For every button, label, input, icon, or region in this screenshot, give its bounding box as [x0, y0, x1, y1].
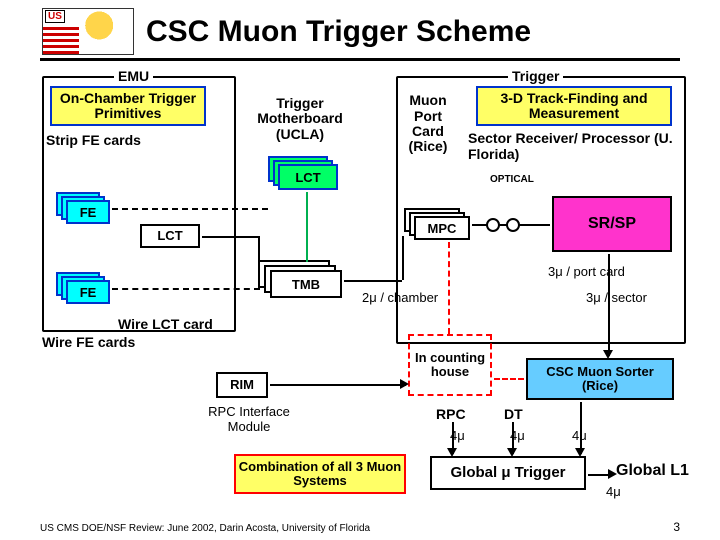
arrow-gmt-gl1	[608, 469, 617, 479]
mu4-d: 4μ	[606, 484, 621, 499]
title-bar: US CSC Muon Trigger Scheme	[42, 8, 680, 55]
title-underline	[40, 58, 680, 61]
trigger-group-label: Trigger	[508, 68, 563, 84]
wirefe-label: Wire FE cards	[42, 334, 135, 350]
logo-sun	[81, 11, 129, 49]
onchamber-text: On-Chamber Trigger Primitives	[52, 91, 204, 122]
tmobo-text: Trigger Motherboard (UCLA)	[240, 92, 360, 146]
gmt-box: Global μ Trigger	[430, 456, 586, 490]
combo-box: Combination of all 3 Muon Systems	[234, 454, 406, 494]
opt-circ-2	[506, 218, 520, 232]
logo-stripes	[43, 27, 79, 54]
line-rim-house	[270, 384, 406, 386]
lct-box: LCT	[140, 224, 200, 248]
srsp-box: SR/SP	[552, 196, 672, 252]
trackfind-box: 3-D Track-Finding and Measurement	[476, 86, 672, 126]
rpc-label: RPC	[436, 406, 466, 422]
line-fe1-lct	[112, 208, 268, 210]
rpcint-label: RPC Interface Module	[194, 404, 304, 434]
line-fe2-tmb	[112, 288, 260, 290]
per-sector-label: 3μ / sector	[586, 290, 647, 305]
page-title: CSC Muon Trigger Scheme	[146, 15, 531, 49]
muonport-text: Muon Port Card (Rice)	[398, 88, 458, 160]
line-lct-tmb	[306, 192, 308, 262]
line-house-up	[448, 242, 450, 334]
tmb-stack: TMB	[258, 260, 344, 300]
arrow-rpc	[447, 448, 457, 457]
gl1-label: Global L1	[616, 462, 689, 480]
page-number: 3	[673, 520, 680, 534]
per-port-label: 3μ / port card	[548, 264, 625, 279]
line-tmb-mpc	[344, 280, 402, 282]
logo-us-badge: US	[45, 10, 65, 23]
emu-group-label: EMU	[114, 68, 153, 84]
sorter-box: CSC Muon Sorter (Rice)	[526, 358, 674, 400]
sr-label: Sector Receiver/ Processor (U. Florida)	[468, 130, 682, 162]
fe-stack-2: FE	[56, 272, 110, 304]
opt-circ-1	[486, 218, 500, 232]
line-tmb-mpc-v	[402, 236, 404, 280]
per-chamber-label: 2μ / chamber	[362, 290, 438, 305]
arrow-srsp-sorter	[603, 350, 613, 359]
line-lctw-tmb	[202, 236, 260, 238]
optical-label: OPTICAL	[490, 174, 534, 185]
line-srsp-sorter	[608, 254, 610, 356]
stripfe-label: Strip FE cards	[46, 132, 141, 148]
wirelct-label: Wire LCT card	[118, 316, 213, 332]
line-house-sorter	[494, 378, 524, 380]
dt-label: DT	[504, 406, 523, 422]
logo: US	[42, 8, 134, 55]
arrow-rim-house	[400, 379, 409, 389]
footer: US CMS DOE/NSF Review: June 2002, Darin …	[40, 523, 370, 534]
mpc-stack: MPC	[404, 208, 474, 242]
lct-green-stack: LCT	[268, 156, 340, 192]
house-box: In counting house	[408, 334, 492, 396]
arrow-dt	[507, 448, 517, 457]
rim-box: RIM	[216, 372, 268, 398]
arrow-sorter-gmt	[575, 448, 585, 457]
fe-stack-1: FE	[56, 192, 110, 224]
onchamber-box: On-Chamber Trigger Primitives	[50, 86, 206, 126]
line-sorter-gmt	[580, 402, 582, 454]
line-lctw-tmb-v	[258, 236, 260, 264]
